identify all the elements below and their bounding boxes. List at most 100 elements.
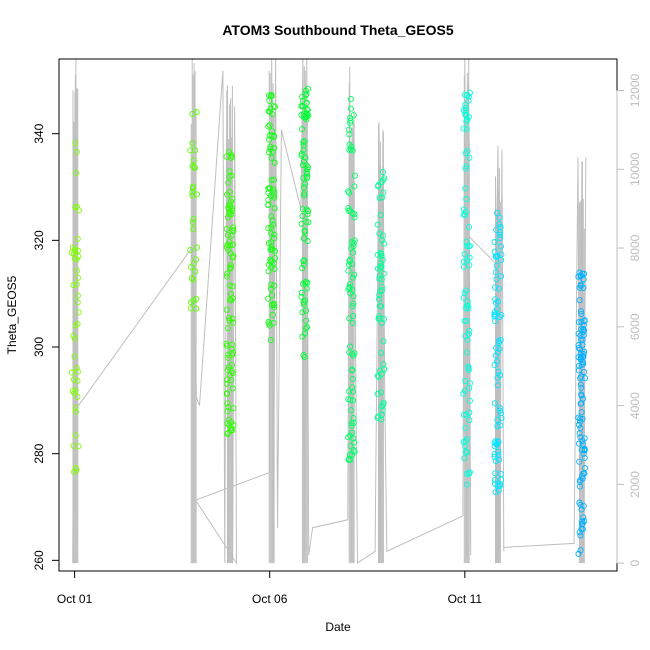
data-point <box>304 166 311 173</box>
data-point <box>268 245 275 252</box>
data-point <box>268 154 275 161</box>
data-point <box>70 376 77 383</box>
data-point <box>349 367 356 374</box>
data-point <box>350 352 357 359</box>
data-point <box>577 350 584 357</box>
data-point <box>495 452 502 459</box>
data-point <box>227 198 235 205</box>
data-point <box>226 168 233 175</box>
data-point <box>465 97 472 104</box>
data-point <box>299 161 306 169</box>
data-point <box>301 181 308 188</box>
y2-tick-label: 8000 <box>628 234 642 261</box>
data-point <box>266 122 273 129</box>
data-point <box>495 298 502 305</box>
data-point <box>228 232 235 239</box>
y-tick-label: 280 <box>32 443 46 463</box>
data-point <box>578 391 585 398</box>
data-point <box>351 439 358 446</box>
data-point <box>577 282 584 289</box>
data-point <box>460 107 467 114</box>
data-point <box>267 285 274 292</box>
data-point <box>224 325 231 332</box>
data-point <box>225 404 232 411</box>
data-point <box>193 109 200 116</box>
data-point <box>226 314 233 322</box>
data-point <box>575 319 582 326</box>
data-point <box>492 437 499 445</box>
data-point <box>351 237 358 244</box>
data-point <box>378 411 385 418</box>
data-point <box>349 303 356 310</box>
data-point <box>193 305 200 312</box>
data-point <box>493 276 500 283</box>
data-point <box>351 214 358 221</box>
y-axis-left: 260 280 300 320 340 <box>32 123 59 570</box>
data-point <box>491 476 498 484</box>
data-point <box>73 365 80 372</box>
data-point <box>461 91 468 98</box>
data-point <box>269 217 276 224</box>
data-point <box>581 318 588 325</box>
data-point <box>577 415 584 422</box>
y-tick-label: 320 <box>32 230 46 250</box>
data-point <box>300 258 307 265</box>
data-point <box>494 374 501 381</box>
data-point <box>466 397 473 404</box>
data-point <box>225 429 232 436</box>
data-point <box>73 267 80 274</box>
data-point <box>350 415 357 422</box>
data-point <box>74 247 81 254</box>
data-point <box>347 105 354 112</box>
data-point <box>271 304 278 311</box>
data-point <box>575 342 582 349</box>
data-point <box>377 211 384 219</box>
data-point <box>71 335 78 342</box>
data-point <box>465 305 472 312</box>
data-point <box>581 270 588 277</box>
data-point <box>70 282 77 289</box>
data-point <box>580 441 587 448</box>
data-point <box>187 147 194 154</box>
data-point <box>300 142 307 149</box>
data-point <box>74 393 81 400</box>
data-point <box>492 457 499 465</box>
data-point <box>301 192 308 199</box>
data-point <box>349 429 356 436</box>
data-point <box>223 225 230 232</box>
data-point <box>578 325 585 333</box>
data-point <box>496 407 503 414</box>
data-points-layer <box>68 85 589 557</box>
data-point <box>580 502 587 510</box>
data-point <box>492 470 499 477</box>
data-point <box>495 487 502 494</box>
data-point <box>271 159 278 166</box>
data-point <box>71 353 78 360</box>
data-point <box>304 279 311 286</box>
data-point <box>462 377 469 384</box>
data-point <box>225 179 232 186</box>
data-point <box>73 256 80 263</box>
data-point <box>464 435 471 442</box>
data-point <box>460 438 467 445</box>
data-point <box>462 442 469 450</box>
data-point <box>270 192 277 199</box>
data-point <box>376 230 383 237</box>
data-point <box>578 310 585 317</box>
data-point <box>462 333 469 340</box>
data-point <box>70 442 77 449</box>
data-point <box>228 361 235 369</box>
data-point <box>71 390 78 397</box>
data-point <box>577 400 584 407</box>
data-point <box>269 148 276 155</box>
data-point <box>271 189 278 196</box>
data-point <box>187 247 194 254</box>
data-point <box>300 299 307 306</box>
data-point <box>300 280 307 287</box>
data-point <box>379 168 386 176</box>
data-point <box>346 388 353 395</box>
data-point <box>346 131 353 138</box>
data-point <box>265 123 272 130</box>
data-point <box>497 243 504 250</box>
data-point <box>498 476 505 483</box>
